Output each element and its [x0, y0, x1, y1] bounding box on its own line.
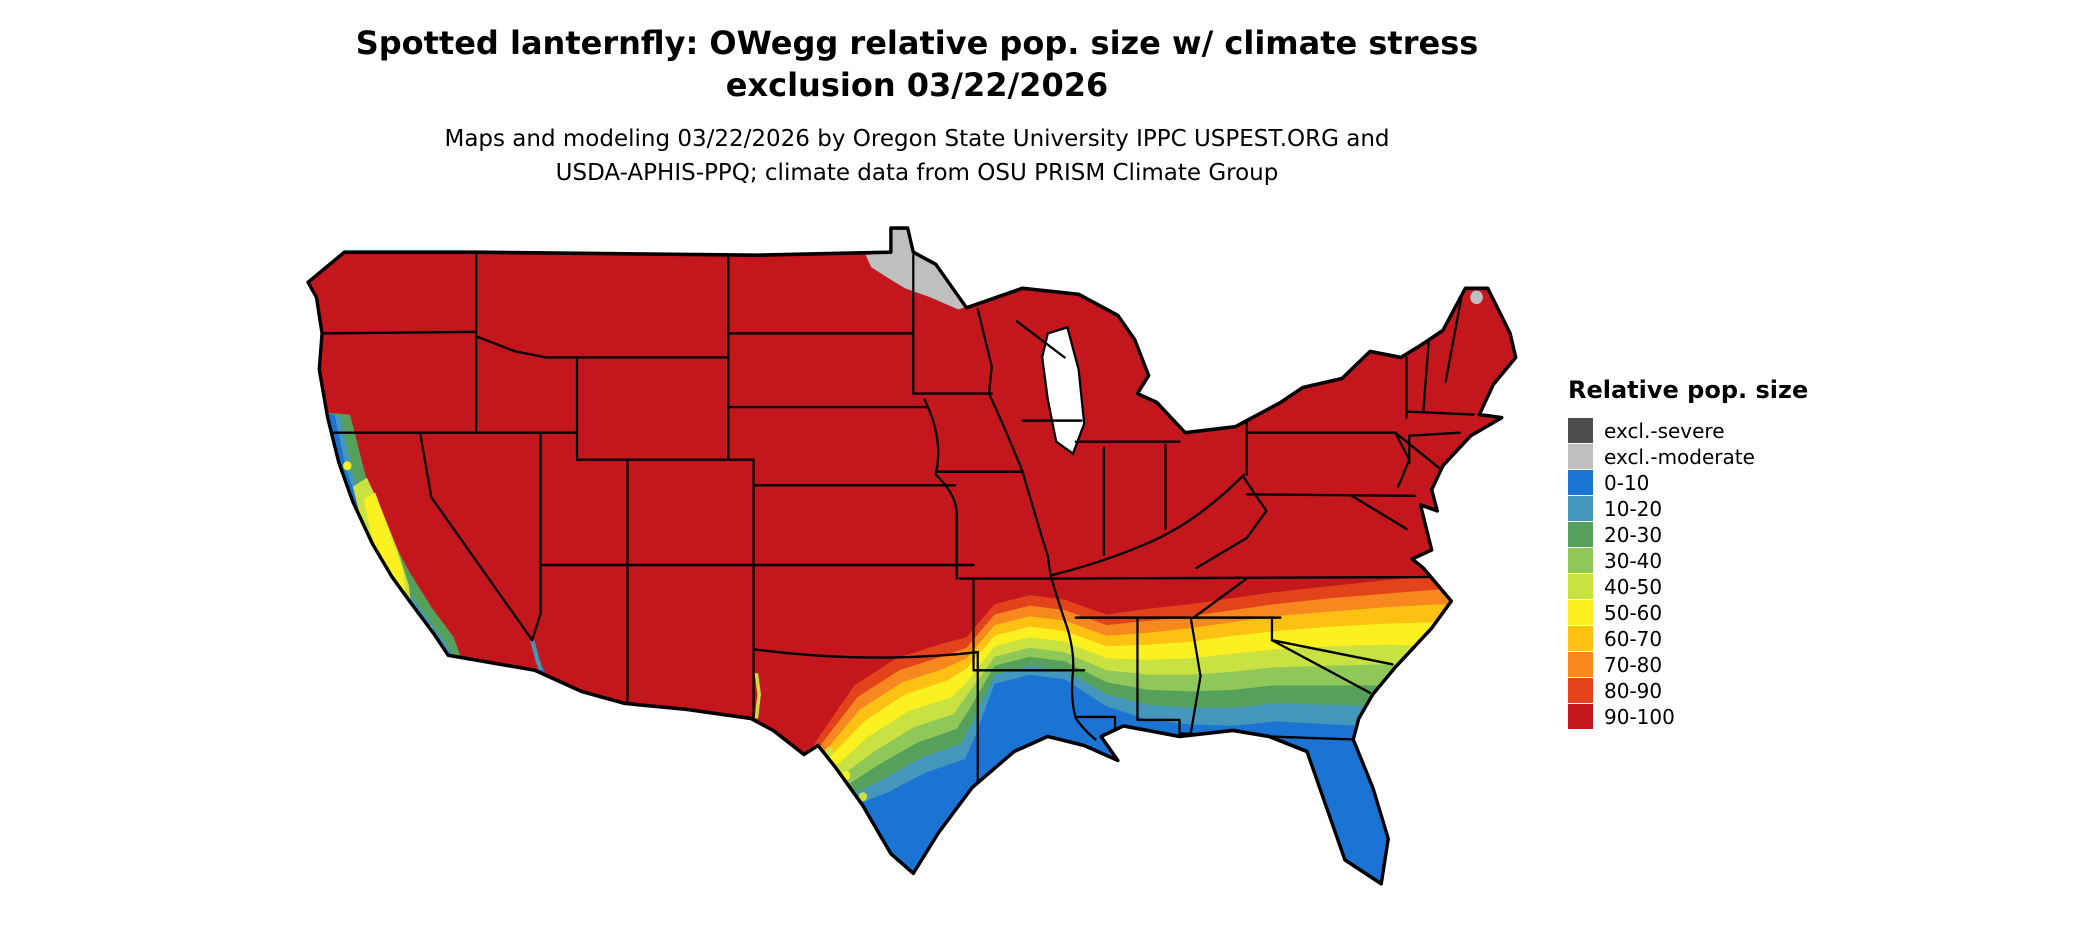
legend-item: 50-60 [1568, 600, 1868, 625]
legend-item: 80-90 [1568, 678, 1868, 703]
central-valley-yellow-core [364, 492, 407, 602]
us-map [266, 189, 1583, 941]
legend-label: 50-60 [1604, 600, 1663, 625]
legend-title: Relative pop. size [1568, 376, 1809, 404]
legend-swatch-70-80 [1568, 652, 1593, 677]
west-texas-speck-1 [825, 746, 834, 757]
legend-label: 70-80 [1604, 652, 1663, 677]
legend-item: 40-50 [1568, 574, 1868, 599]
page-subtitle: Maps and modeling 03/22/2026 by Oregon S… [0, 122, 1834, 190]
legend-swatch-excl-moderate [1568, 444, 1593, 469]
legend-label: 90-100 [1604, 704, 1675, 729]
map-legend: Relative pop. size excl.-severe excl.-mo… [1568, 376, 1868, 730]
legend-item: 0-10 [1568, 470, 1868, 495]
subtitle-line-1: Maps and modeling 03/22/2026 by Oregon S… [444, 126, 1390, 152]
legend-label: excl.-moderate [1604, 444, 1755, 469]
bay-area-yellow-speck [343, 461, 352, 471]
legend-item: excl.-moderate [1568, 444, 1868, 469]
legend-item: 10-20 [1568, 496, 1868, 521]
legend-label: 10-20 [1604, 496, 1663, 521]
west-texas-speck-3 [858, 792, 868, 802]
lake-michigan [1041, 325, 1086, 456]
legend-label: 40-50 [1604, 574, 1663, 599]
maine-exclusion-speck [1470, 290, 1483, 305]
subtitle-line-2: USDA-APHIS-PPQ; climate data from OSU PR… [555, 160, 1279, 186]
us-map-svg [306, 226, 1518, 886]
legend-swatch-40-50 [1568, 574, 1593, 599]
legend-swatch-80-90 [1568, 678, 1593, 703]
title-line-1: Spotted lanternfly: OWegg relative pop. … [355, 24, 1479, 62]
legend-label: 0-10 [1604, 470, 1650, 495]
legend-label: 80-90 [1604, 678, 1663, 703]
title-line-2: exclusion 03/22/2026 [725, 66, 1109, 104]
legend-item: 70-80 [1568, 652, 1868, 677]
legend-item: 90-100 [1568, 704, 1868, 729]
legend-swatch-0-10 [1568, 470, 1593, 495]
legend-label: excl.-severe [1604, 418, 1725, 443]
us-outline [306, 226, 1518, 886]
legend-swatch-excl-severe [1568, 418, 1593, 443]
legend-item: 30-40 [1568, 548, 1868, 573]
state-borders [320, 250, 1475, 783]
legend-swatch-30-40 [1568, 548, 1593, 573]
legend-label: 30-40 [1604, 548, 1663, 573]
page: { "title": { "line1": "Spotted lanternfl… [0, 22, 1868, 886]
legend-swatch-50-60 [1568, 600, 1593, 625]
legend-item: excl.-severe [1568, 418, 1868, 443]
legend-swatch-90-100 [1568, 704, 1593, 729]
legend-item: 60-70 [1568, 626, 1868, 651]
legend-item: 20-30 [1568, 522, 1868, 547]
legend-label: 20-30 [1604, 522, 1663, 547]
legend-swatch-60-70 [1568, 626, 1593, 651]
legend-label: 60-70 [1604, 626, 1663, 651]
page-title: Spotted lanternfly: OWegg relative pop. … [0, 22, 1834, 106]
legend-swatch-20-30 [1568, 522, 1593, 547]
legend-swatch-10-20 [1568, 496, 1593, 521]
rio-grande-nm-sliver [754, 673, 761, 719]
